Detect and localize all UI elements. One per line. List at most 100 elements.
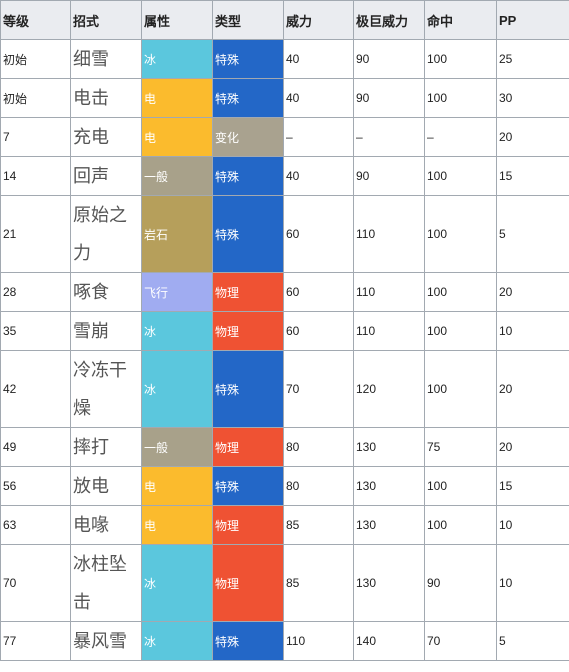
cell: 130 bbox=[353, 505, 425, 545]
move-name: 摔打 bbox=[70, 427, 142, 467]
move-row: 49 摔打 一般 物理 80 130 75 20 bbox=[0, 427, 569, 467]
move-row: 70 冰柱坠击冰物理 85 130 90 10 bbox=[0, 544, 569, 622]
header-cell: 等级 bbox=[0, 0, 71, 40]
move-row: 21 原始之力 岩石 特殊 60 110 100 5 bbox=[0, 195, 569, 273]
cell: – bbox=[424, 117, 497, 157]
cell: 130 bbox=[353, 544, 425, 622]
move-category: 物理 bbox=[212, 272, 284, 312]
cell: 130 bbox=[353, 466, 425, 506]
move-category: 物理 bbox=[212, 311, 284, 351]
move-row: 56 放电电特殊 80 130 100 15 bbox=[0, 466, 569, 506]
cell: 20 bbox=[496, 427, 569, 467]
cell: 100 bbox=[424, 195, 497, 273]
move-row: 63 电喙电物理 85 130 100 10 bbox=[0, 505, 569, 545]
header-cell: PP bbox=[496, 0, 569, 40]
move-category: 特殊 bbox=[212, 78, 284, 118]
cell: – bbox=[353, 117, 425, 157]
move-name: 冰柱坠击 bbox=[70, 544, 142, 622]
move-row: 14 回声 一般 特殊 40 90 100 15 bbox=[0, 156, 569, 196]
move-name: 啄食 bbox=[70, 272, 142, 312]
move-type: 一般 bbox=[141, 427, 213, 467]
cell: 100 bbox=[424, 272, 497, 312]
cell: 110 bbox=[283, 621, 354, 661]
header-cell: 招式 bbox=[70, 0, 142, 40]
cell: 110 bbox=[353, 311, 425, 351]
move-category: 物理 bbox=[212, 427, 284, 467]
move-row: 42 冷冻干燥冰特殊 70 120 100 20 bbox=[0, 350, 569, 428]
move-name: 放电 bbox=[70, 466, 142, 506]
cell: 5 bbox=[496, 195, 569, 273]
move-name: 原始之力 bbox=[70, 195, 142, 273]
cell: 85 bbox=[283, 544, 354, 622]
cell: 100 bbox=[424, 466, 497, 506]
cell: 7 bbox=[0, 117, 71, 157]
cell: 20 bbox=[496, 117, 569, 157]
cell: 90 bbox=[353, 78, 425, 118]
cell: 85 bbox=[283, 505, 354, 545]
move-type: 飞行 bbox=[141, 272, 213, 312]
move-name: 电喙 bbox=[70, 505, 142, 545]
move-category: 特殊 bbox=[212, 621, 284, 661]
cell: 100 bbox=[424, 156, 497, 196]
move-type: 冰 bbox=[141, 350, 213, 428]
move-row: 77 暴风雪冰特殊 110 140 70 5 bbox=[0, 621, 569, 661]
move-category: 特殊 bbox=[212, 156, 284, 196]
cell: 60 bbox=[283, 311, 354, 351]
move-name: 电击 bbox=[70, 78, 142, 118]
cell: 80 bbox=[283, 466, 354, 506]
cell: 100 bbox=[424, 505, 497, 545]
cell: 21 bbox=[0, 195, 71, 273]
cell: 100 bbox=[424, 350, 497, 428]
cell: 63 bbox=[0, 505, 71, 545]
cell: 15 bbox=[496, 466, 569, 506]
cell: 100 bbox=[424, 311, 497, 351]
cell: 80 bbox=[283, 427, 354, 467]
cell: 10 bbox=[496, 311, 569, 351]
move-category: 变化 bbox=[212, 117, 284, 157]
cell: 70 bbox=[424, 621, 497, 661]
cell: 40 bbox=[283, 39, 354, 79]
cell: 14 bbox=[0, 156, 71, 196]
cell: 25 bbox=[496, 39, 569, 79]
cell: 90 bbox=[424, 544, 497, 622]
header-cell: 威力 bbox=[283, 0, 354, 40]
move-row: 28 啄食 飞行 物理 60 110 100 20 bbox=[0, 272, 569, 312]
move-name: 冷冻干燥 bbox=[70, 350, 142, 428]
cell: 5 bbox=[496, 621, 569, 661]
cell: 75 bbox=[424, 427, 497, 467]
move-category: 特殊 bbox=[212, 195, 284, 273]
move-name: 细雪 bbox=[70, 39, 142, 79]
cell: 42 bbox=[0, 350, 71, 428]
cell: 140 bbox=[353, 621, 425, 661]
cell: 49 bbox=[0, 427, 71, 467]
header-cell: 命中 bbox=[424, 0, 497, 40]
move-name: 暴风雪 bbox=[70, 621, 142, 661]
cell: 20 bbox=[496, 272, 569, 312]
move-type: 电 bbox=[141, 466, 213, 506]
cell: 90 bbox=[353, 39, 425, 79]
move-type: 岩石 bbox=[141, 195, 213, 273]
cell: 40 bbox=[283, 156, 354, 196]
move-category: 特殊 bbox=[212, 466, 284, 506]
cell: 110 bbox=[353, 272, 425, 312]
cell: 77 bbox=[0, 621, 71, 661]
cell: 15 bbox=[496, 156, 569, 196]
header-cell: 极巨威力 bbox=[353, 0, 425, 40]
cell: 30 bbox=[496, 78, 569, 118]
move-name: 回声 bbox=[70, 156, 142, 196]
move-row: 7 充电电变化 – – –20 bbox=[0, 117, 569, 157]
cell: 70 bbox=[0, 544, 71, 622]
cell: 60 bbox=[283, 195, 354, 273]
cell: 110 bbox=[353, 195, 425, 273]
cell: 90 bbox=[353, 156, 425, 196]
cell: 100 bbox=[424, 39, 497, 79]
header-row: 等级 招式 属性 类型 威力 极巨威力 命中 PP bbox=[0, 0, 569, 40]
move-type: 电 bbox=[141, 117, 213, 157]
move-category: 特殊 bbox=[212, 350, 284, 428]
cell: 初始 bbox=[0, 39, 71, 79]
move-category: 特殊 bbox=[212, 39, 284, 79]
cell: 70 bbox=[283, 350, 354, 428]
move-type: 冰 bbox=[141, 311, 213, 351]
move-type: 电 bbox=[141, 78, 213, 118]
